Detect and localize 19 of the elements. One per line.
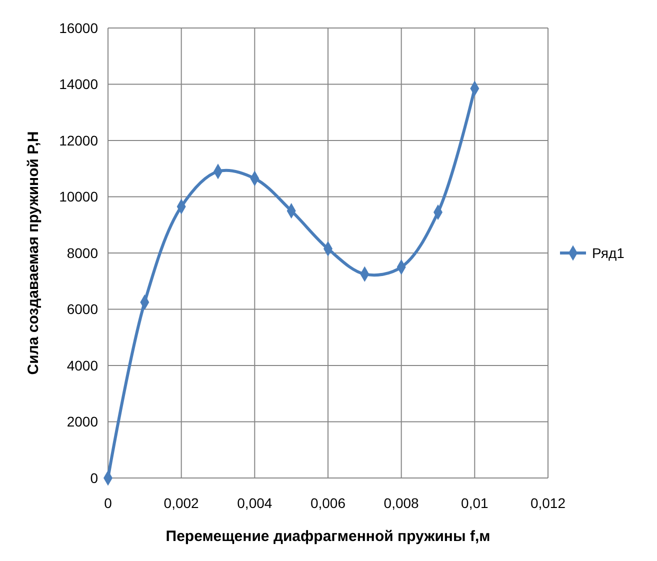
y-tick-label: 0 bbox=[90, 470, 98, 486]
y-tick-label: 16000 bbox=[59, 20, 98, 36]
y-tick-label: 8000 bbox=[66, 244, 98, 261]
y-axis-title: Сила создаваемая пружиной P,H bbox=[25, 131, 42, 375]
y-tick-label: 4000 bbox=[66, 357, 98, 374]
x-tick-label: 0,01 bbox=[461, 495, 489, 511]
y-tick-label: 2000 bbox=[66, 414, 98, 430]
x-tick-label: 0,002 bbox=[164, 495, 200, 511]
y-tick-label: 10000 bbox=[59, 188, 98, 205]
y-tick-label: 14000 bbox=[59, 76, 98, 92]
legend-label: Ряд1 bbox=[592, 244, 625, 261]
x-tick-label: 0,008 bbox=[384, 495, 420, 511]
x-tick-label: 0,006 bbox=[310, 495, 346, 511]
x-tick-label: 0,004 bbox=[237, 495, 272, 511]
x-axis-title: Перемещение диафрагменной пружины f,м bbox=[166, 528, 490, 545]
x-tick-label: 0 bbox=[104, 495, 112, 511]
x-tick-label: 0,012 bbox=[530, 495, 566, 511]
y-tick-label: 6000 bbox=[66, 301, 98, 318]
y-tick-label: 12000 bbox=[59, 132, 98, 148]
